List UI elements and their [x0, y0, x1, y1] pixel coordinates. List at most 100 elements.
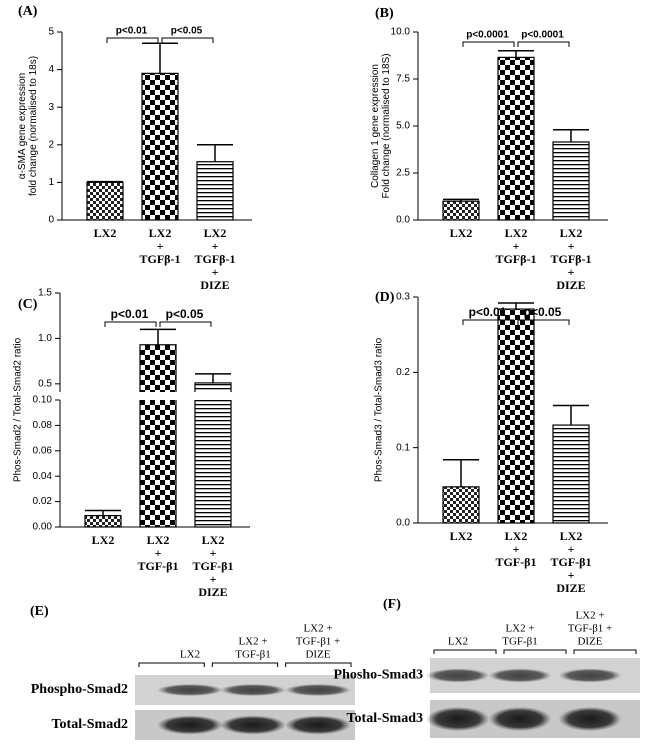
lane-label: DIZE [577, 636, 602, 648]
blot-band [157, 715, 223, 735]
x-tick-label: TGF-β1 [496, 555, 537, 569]
x-tick-label: LX2 [202, 533, 225, 547]
x-tick-label: + [212, 239, 219, 253]
blot-band [488, 706, 552, 732]
x-tick-label: + [210, 572, 217, 586]
lane-label: TGF-β1 [235, 649, 271, 661]
x-tick-label: + [568, 568, 575, 582]
bar [139, 344, 177, 528]
lane-label: TGF-β1 + [568, 623, 613, 635]
x-tick-label: LX2 [147, 533, 170, 547]
sig-bracket [106, 37, 159, 43]
x-tick-label: TGFβ-1 [551, 252, 592, 266]
x-tick-label: LX2 [92, 533, 115, 547]
x-tick-label: + [568, 542, 575, 556]
x-tick-label: LX2 [450, 226, 473, 240]
bar [497, 56, 535, 221]
lane-bracket [285, 662, 352, 667]
y-tick-label: 0.08 [33, 420, 53, 431]
x-tick-label: DIZE [556, 581, 585, 595]
lane-bracket [573, 649, 637, 654]
sig-bracket [462, 319, 515, 325]
x-tick-label: LX2 [450, 529, 473, 543]
x-tick-label: + [210, 546, 217, 560]
x-tick-label: LX2 [505, 226, 528, 240]
blot-row-label: Phospho-Smad2 [31, 682, 128, 697]
x-tick-label: TGF-β1 [551, 555, 592, 569]
x-tick-label: TGFβ-1 [195, 252, 236, 266]
lane-bracket [138, 662, 205, 667]
y-tick-label: 10.0 [391, 27, 411, 38]
y-tick-label: 0.10 [33, 395, 53, 406]
lane-label: LX2 + [238, 636, 267, 648]
x-tick-label: + [568, 239, 575, 253]
x-tick-label: TGFβ-1 [496, 252, 537, 266]
panel-label: (C) [18, 297, 38, 312]
sig-label: p<0.05 [171, 26, 203, 37]
bar [497, 308, 535, 524]
sig-label: p<0.05 [166, 307, 204, 321]
y-tick-label: 5 [48, 27, 54, 38]
sig-label: p<0.01 [116, 26, 148, 37]
y-tick-label: 3 [48, 102, 54, 113]
x-tick-label: + [568, 265, 575, 279]
blot-row-label: Phosho-Smad3 [334, 668, 423, 683]
bar [552, 424, 590, 524]
blot-row-label: Total-Smad2 [51, 717, 128, 732]
lane-bracket [211, 662, 279, 667]
panel-label: (A) [18, 4, 38, 19]
sig-bracket [462, 41, 515, 47]
x-tick-label: TGF-β1 [138, 559, 179, 573]
y-tick-label: 0.02 [33, 496, 53, 507]
x-tick-label: LX2 [560, 226, 583, 240]
sig-bracket [517, 319, 570, 325]
bar [196, 161, 234, 221]
y-tick-label: 0.1 [396, 442, 410, 453]
sig-label: p<0.05 [524, 305, 562, 319]
lane-label: LX2 + [505, 623, 534, 635]
y-tick-label: 0.5 [38, 378, 52, 389]
sig-bracket [517, 41, 570, 47]
sig-bracket [161, 37, 214, 43]
y-tick-label: 2.5 [396, 168, 410, 179]
x-tick-label: LX2 [505, 529, 528, 543]
x-tick-label: LX2 [94, 226, 117, 240]
bar [442, 200, 480, 221]
x-tick-label: LX2 [560, 529, 583, 543]
x-tick-label: TGFβ-1 [140, 252, 181, 266]
blot-band [285, 715, 351, 735]
panel-label: (D) [375, 290, 395, 305]
y-axis-title: Collagen 1 gene expression [370, 64, 381, 188]
y-tick-label: 1.0 [38, 333, 52, 344]
y-tick-label: 0.00 [33, 522, 53, 533]
blot-band [220, 684, 286, 696]
blot-band [157, 684, 223, 696]
x-tick-label: + [212, 265, 219, 279]
blot-band [558, 706, 622, 732]
x-tick-label: LX2 [204, 226, 227, 240]
y-tick-label: 1.5 [38, 288, 52, 299]
lane-label: LX2 + [303, 623, 332, 635]
bar [84, 514, 122, 528]
x-tick-label: + [513, 239, 520, 253]
blot-band [220, 715, 286, 735]
x-tick-label: + [157, 239, 164, 253]
y-tick-label: 0.3 [396, 292, 410, 303]
sig-label: p<0.01 [111, 307, 149, 321]
lane-bracket [433, 649, 497, 654]
bar [442, 486, 480, 524]
x-tick-label: + [513, 542, 520, 556]
y-tick-label: 2 [48, 139, 54, 150]
y-tick-label: 0.0 [396, 215, 410, 226]
bar [194, 382, 232, 528]
lane-label: LX2 [448, 636, 468, 648]
bar [141, 72, 179, 221]
sig-bracket [159, 321, 212, 327]
lane-label: DIZE [305, 649, 330, 661]
y-tick-label: 1 [48, 177, 54, 188]
y-tick-label: 4 [48, 64, 54, 75]
x-tick-label: LX2 [149, 226, 172, 240]
blot-row-label: Total-Smad3 [346, 711, 423, 726]
y-tick-label: 5.0 [396, 121, 410, 132]
x-tick-label: DIZE [556, 278, 585, 292]
